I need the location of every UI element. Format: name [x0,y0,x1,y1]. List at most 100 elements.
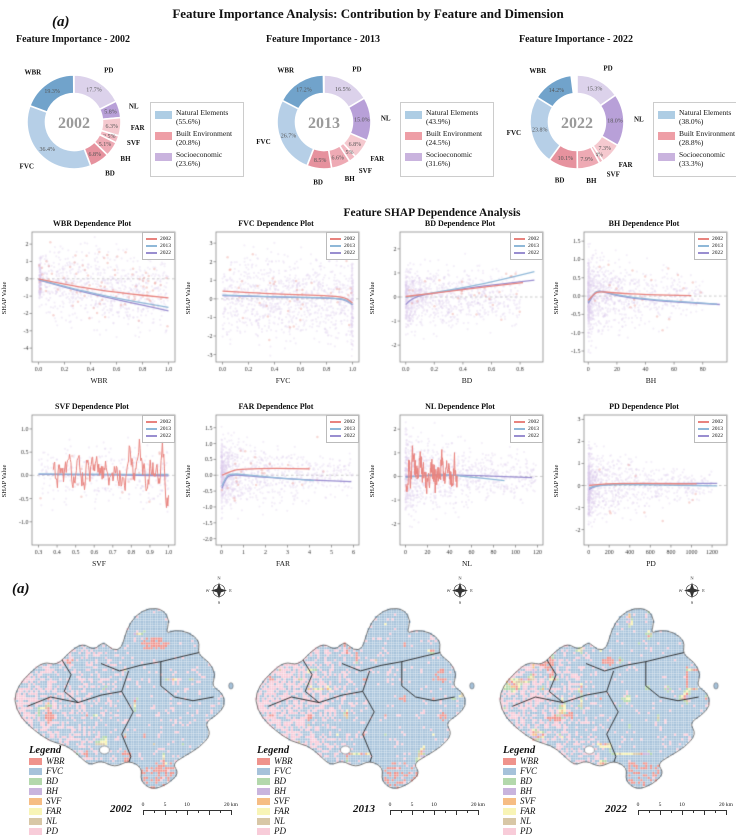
plot-legend-row: 2002 [514,419,539,425]
legend-year-label: 2022 [160,250,171,256]
map-legend-swatch [257,798,270,805]
map-canvas-2013 [246,600,484,796]
map-legend-label: FVC [46,766,63,776]
map-legend-swatch [257,768,270,775]
donut-title: Feature Importance - 2002 [16,34,130,45]
legend-line-swatch [514,421,525,423]
slice-label: BH [345,175,356,183]
scale-bar-label: 5 [658,802,662,808]
legend-year-label: 2013 [528,426,539,432]
map-legend-swatch [29,788,42,795]
scale-bar-label: 5 [163,802,167,808]
plot-legend-row: 2002 [330,236,355,242]
legend-line-swatch [330,421,341,423]
legend-year-label: 2022 [344,433,355,439]
x-axis-label: BH [645,376,657,385]
legend-text: Socioeconomic (31.6%) [426,150,472,168]
map-legend-row: WBR [29,757,65,766]
plot-legend: 2002 2013 2022 [142,232,175,260]
legend-swatch [405,132,422,140]
plot-legend: 2002 2013 2022 [694,232,727,260]
scale-bar-tick [649,810,650,813]
legend-year-label: 2013 [712,426,723,432]
compass-letter: N [217,576,221,581]
map-legend-label: WBR [46,756,65,766]
legend-line-swatch [698,428,709,430]
y-axis-label: SHAP Value [369,464,376,498]
map-legend-label: WBR [520,756,539,766]
dimension-legend-row: Socioeconomic (33.3%) [658,150,736,168]
legend-sub: (33.3%) [679,158,704,168]
dependence-plot-bh: BH Dependence Plot BH SHAP Value 2002 2013 20… [552,218,736,398]
map-legend-label: NL [274,816,286,826]
scale-bar-tick [165,810,166,815]
plot-legend-row: 2002 [330,419,355,425]
dimension-legend-row: Natural Elements (38.0%) [658,108,736,126]
panel-label-a-maps: (a) [12,581,30,597]
compass-letter: S [459,600,462,605]
map-legend-swatch [257,808,270,815]
map-legend-label: BD [46,776,58,786]
scale-bar-tick [390,810,391,815]
scale-bar-tick [726,810,727,815]
map-legend-swatch [503,778,516,785]
donut-slice-WBR [28,74,75,114]
donut-svg: 16.5% PD 15.0% NL 6.8% FAR 2.5% SVF 6.6% BH 8.5% BD… [256,65,391,186]
x-axis-label: BD [461,376,473,385]
plot-legend-row: 2002 [146,236,171,242]
plot-legend-row: 2002 [698,236,723,242]
donut-chart-2013: Feature Importance - 2013 16.5% PD 15.0% NL 6… [250,30,500,205]
compass-icon: N E S W [206,576,232,606]
scale-bar-tick [154,810,155,813]
scale-bar-tick [143,810,144,815]
scale-bar-tick [467,810,468,813]
scale-bar-tick [198,810,199,813]
legend-sub: (20.8%) [176,137,201,147]
plot-legend-row: 2022 [698,433,723,439]
map-legend-row: SVF [257,797,293,806]
legend-year-label: 2013 [712,243,723,249]
donut-chart-2022: Feature Importance - 2022 15.3% PD 18.0% NL 7… [503,30,736,205]
map-legend-row: BH [29,787,65,796]
dependence-plot-svf: SVF Dependence Plot SVF SHAP Value 2002 2013… [0,401,184,581]
map-legend-label: PD [520,826,532,836]
map-legend-label: BH [274,786,286,796]
dimension-legend-row: Socioeconomic (23.6%) [155,150,239,168]
legend-line-swatch [146,245,157,247]
scale-bar-tick [715,810,716,813]
legend-year-label: 2022 [528,433,539,439]
dependence-plot-pd: PD Dependence Plot PD SHAP Value 2002 2013 20… [552,401,736,581]
compass-letter: N [458,576,462,581]
slice-pct: 23.8% [532,127,548,133]
legend-text: Natural Elements (38.0%) [679,108,731,126]
slice-pct: 7.9% [580,157,593,163]
scale-bar-label: 10 [679,802,685,808]
legend-year-label: 2013 [344,426,355,432]
legend-line-swatch [698,238,709,240]
legend-swatch [658,153,675,161]
donut-chart-2002: Feature Importance - 2002 17.7% PD 5.8% NL 6.… [0,30,250,205]
scale-bar-label: 10 [431,802,437,808]
slice-label: FVC [256,138,270,146]
map-canvas-2002 [5,600,243,796]
map-year-label: 2022 [605,803,627,815]
legend-year-label: 2002 [344,236,355,242]
map-legend-swatch [257,758,270,765]
map-legend-row: FVC [257,767,293,776]
map-legend-2022: Legend WBR FVC BD BH SVF FAR NL PD [503,745,539,837]
scale-bar-tick [209,810,210,815]
map-legend-label: FVC [274,766,291,776]
compass-icon: N E S W [447,576,473,606]
plot-legend-row: 2022 [330,250,355,256]
slice-label: SVF [607,171,620,179]
donut-center-year: 2013 [308,115,340,132]
legend-text: Built Environment (28.8%) [679,129,735,147]
plot-legend-row: 2022 [146,250,171,256]
map-legend-row: FVC [503,767,539,776]
legend-year-label: 2002 [712,236,723,242]
legend-line-swatch [330,238,341,240]
dimension-legend: Natural Elements (43.9%) Built Environment… [400,102,494,177]
plot-legend-row: 2013 [698,243,723,249]
legend-year-label: 2013 [528,243,539,249]
map-legend-label: SVF [520,796,536,806]
